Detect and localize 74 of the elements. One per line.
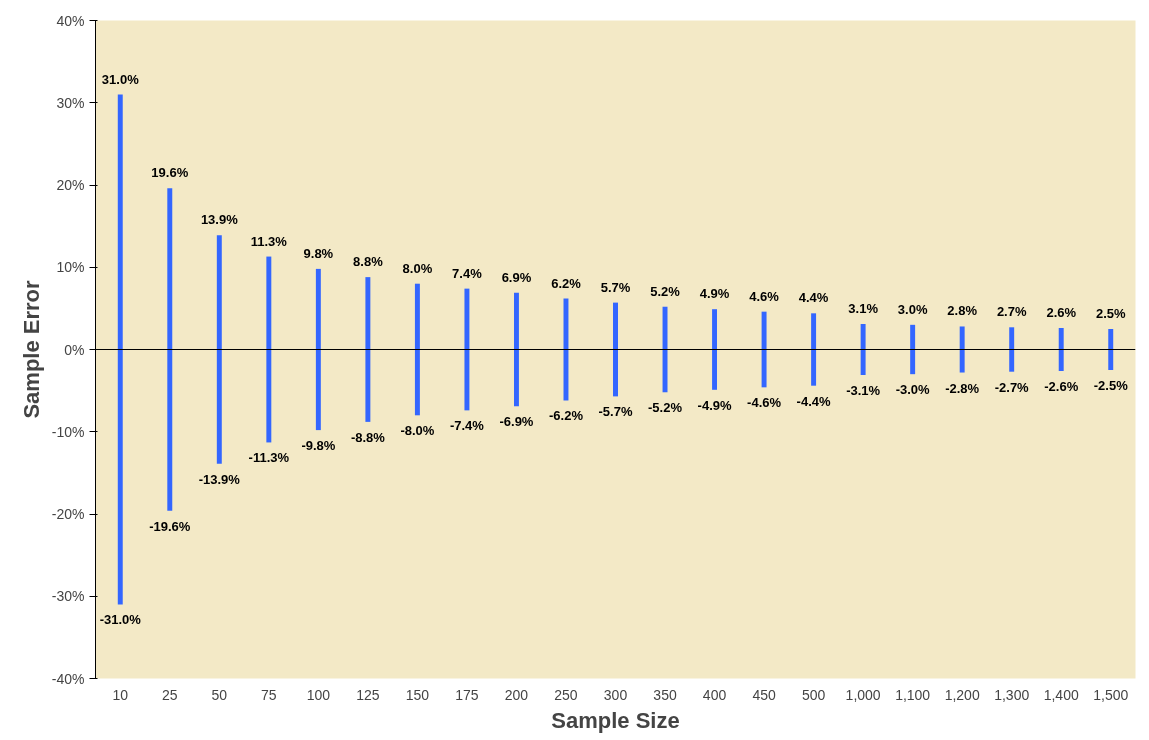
y-tick-label: -20% [51,506,85,522]
data-label: 2.5% [1095,305,1126,321]
y-tick-label: -10% [51,423,85,440]
data-label: 3.1% [848,301,879,316]
x-tick-label: 175 [455,686,479,703]
data-label: -11.3% [248,450,290,466]
y-tick-label: 0% [64,341,85,358]
data-label: -7.4% [449,418,485,434]
x-tick-label: 300 [603,686,628,703]
x-tick-label: 1,200 [944,686,980,703]
data-label: 9.8% [303,245,334,261]
data-label: 4.6% [749,288,780,304]
data-label: -4.4% [796,393,832,409]
data-label: -3.0% [895,382,931,398]
x-tick-label: 500 [801,686,826,703]
data-label: 3.0% [897,301,928,317]
data-label: 2.7% [996,304,1027,320]
data-label: 2.8% [947,303,978,319]
x-tick-label: 25 [162,686,178,703]
x-tick-label: 125 [356,686,380,703]
data-label: -2.6% [1044,378,1079,394]
data-label: -6.9% [499,414,534,430]
data-label: -9.8% [301,438,336,454]
data-label: -6.2% [549,408,584,424]
x-tick-label: 10 [112,686,129,703]
x-tick-label: 1,000 [845,686,881,703]
x-axis-title: Sample Size [551,707,680,733]
data-label: -5.2% [648,400,683,416]
data-label: -8.0% [400,423,435,439]
data-label: 6.2% [551,275,582,291]
data-label: 8.0% [402,260,433,276]
data-label: 19.6% [151,165,189,181]
x-tick-label: 400 [702,686,727,703]
y-tick-label: -40% [51,670,85,687]
data-label: 13.9% [200,212,239,228]
data-label: 7.4% [452,265,483,281]
data-label: -3.1% [846,383,881,398]
data-label: -13.9% [198,471,241,487]
y-tick-label: -30% [51,588,85,605]
data-label: -31.0% [99,612,142,628]
data-label: 6.9% [501,269,532,285]
x-tick-label: 1,300 [994,686,1030,703]
y-tick-label: 30% [56,94,85,111]
y-axis-title: Sample Error [18,279,44,419]
data-label: 8.8% [353,254,384,270]
data-label: -2.8% [945,380,980,396]
data-label: -8.8% [350,429,386,445]
x-tick-label: 100 [306,686,331,703]
x-tick-label: 150 [405,686,430,703]
x-tick-label: 50 [211,686,228,703]
data-label: -2.5% [1093,378,1129,394]
data-label: 4.9% [699,286,730,302]
data-label: 5.7% [600,279,631,295]
x-tick-label: 75 [261,686,277,703]
data-label: -19.6% [149,518,191,534]
x-tick-label: 1,100 [895,686,931,703]
data-label: 2.6% [1046,305,1077,321]
y-tick-label: 10% [56,259,85,276]
y-tick-label: 20% [56,177,85,193]
data-label: -2.7% [994,379,1030,395]
x-tick-label: 200 [504,686,529,703]
data-label: 4.4% [798,290,829,306]
data-label: -5.7% [598,404,633,420]
data-label: 5.2% [650,283,681,299]
x-tick-label: 250 [554,686,578,703]
data-label: 31.0% [101,71,140,87]
y-tick-label: 40% [56,12,85,29]
x-tick-label: 350 [653,686,677,703]
data-label: 11.3% [250,233,288,249]
x-tick-label: 450 [752,686,776,703]
x-tick-label: 1,500 [1093,686,1129,703]
data-label: -4.9% [697,397,732,413]
x-tick-label: 1,400 [1043,686,1079,703]
data-label: -4.6% [747,395,782,411]
